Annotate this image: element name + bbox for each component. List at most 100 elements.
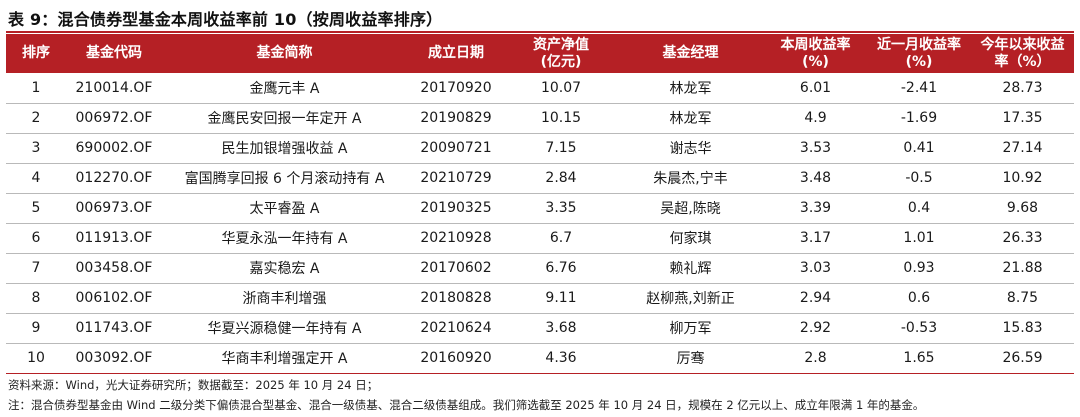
header-label-line: 今年以来收益: [980, 36, 1065, 53]
cell-fund-name: 太平睿盈 A: [162, 193, 407, 224]
cell-monthly-return: 0.93: [867, 253, 971, 284]
table-row: 10 003092.OF 华商丰利增强定开 A 20160920 4.36 厉骞 2.8 1.…: [6, 343, 1074, 373]
header-label-line: 近一月收益率: [877, 36, 961, 53]
cell-weekly-return: 3.53: [764, 133, 867, 164]
cell-ytd-return: 17.35: [971, 103, 1074, 134]
cell-ytd-return: 9.68: [971, 193, 1074, 224]
table-row: 9 011743.OF 华夏兴源稳健一年持有 A 20210624 3.68 柳万军 2.9…: [6, 313, 1074, 344]
cell-fund-name: 华商丰利增强定开 A: [221, 351, 348, 368]
cell-fund-name: 金鹰元丰 A: [162, 73, 407, 104]
cell-monthly-return: 1.65: [903, 350, 935, 367]
cell-inception-date: 20190325: [407, 193, 505, 224]
cell-ytd-return: 15.83: [971, 313, 1074, 344]
cell-net-assets: 3.68: [505, 313, 617, 344]
cell-rank: 8: [6, 283, 66, 314]
cell-monthly-return: -1.69: [867, 103, 971, 134]
header-label-line: 排序: [22, 45, 50, 61]
cell-inception-date: 20210928: [407, 223, 505, 254]
cell-ytd-return: 28.73: [971, 73, 1074, 104]
cell-monthly-return: -0.5: [867, 163, 971, 194]
cell-fund-manager: 厉骞: [676, 351, 705, 368]
header-fund-manager: 基金经理: [617, 34, 764, 73]
cell-net-assets: 6.76: [505, 253, 617, 284]
header-label-line: 率（%）: [994, 53, 1051, 70]
cell-weekly-return: 6.01: [764, 73, 867, 104]
cell-monthly-return: 0.6: [867, 283, 971, 314]
cell-inception-date: 20180828: [407, 283, 505, 314]
header-ytd-return: 今年以来收益 率（%）: [971, 34, 1074, 73]
cell-fund-manager: 朱晨杰,宁丰: [617, 163, 764, 194]
cell-rank: 4: [6, 163, 66, 194]
cell-inception-date: 20090721: [407, 133, 505, 164]
cell-net-assets: 10.15: [505, 103, 617, 134]
header-net-assets: 资产净值 (亿元): [505, 34, 617, 73]
cell-rank: 3: [6, 133, 66, 164]
cell-ytd-return: 26.33: [971, 223, 1074, 254]
cell-net-assets: 7.15: [505, 133, 617, 164]
cell-fund-name: 华夏兴源稳健一年持有 A: [162, 313, 407, 344]
header-label-line: 基金代码: [86, 45, 142, 61]
cell-fund-name: 民生加银增强收益 A: [162, 133, 407, 164]
cell-net-assets: 9.11: [505, 283, 617, 314]
table-row: 8 006102.OF 浙商丰利增强 20180828 9.11 赵柳燕,刘新正 2.94 0…: [6, 283, 1074, 314]
cell-monthly-return: -0.53: [867, 313, 971, 344]
cell-rank: 7: [6, 253, 66, 284]
fund-ranking-table: 排序 基金代码 基金简称 成立日期 资产净值 (亿元) 基金经理 本周收益率 (%)…: [6, 34, 1074, 373]
cell-fund-name: 富国腾享回报 6 个月滚动持有 A: [162, 163, 407, 194]
header-label-line: (%): [905, 53, 933, 70]
cell-rank: 10: [27, 350, 45, 367]
cell-fund-manager: 赵柳燕,刘新正: [617, 283, 764, 314]
table-row: 7 003458.OF 嘉实稳宏 A 20170602 6.76 赖礼辉 3.03 0.93 2…: [6, 253, 1074, 284]
cell-fund-code: 006973.OF: [66, 193, 162, 224]
cell-weekly-return: 2.94: [764, 283, 867, 314]
cell-ytd-return: 27.14: [971, 133, 1074, 164]
cell-ytd-return: 26.59: [1002, 350, 1043, 367]
cell-net-assets: 2.84: [505, 163, 617, 194]
cell-fund-code: 006102.OF: [66, 283, 162, 314]
table-top-rule: [6, 31, 1074, 33]
cell-fund-code: 690002.OF: [66, 133, 162, 164]
cell-inception-date: 20170602: [407, 253, 505, 284]
cell-fund-code: 003458.OF: [66, 253, 162, 284]
cell-fund-manager: 林龙军: [617, 103, 764, 134]
cell-monthly-return: 0.4: [867, 193, 971, 224]
header-label-line: 成立日期: [428, 45, 484, 61]
cell-fund-name: 浙商丰利增强: [162, 283, 407, 314]
header-weekly-return: 本周收益率 (%): [764, 34, 867, 73]
cell-fund-code: 011913.OF: [66, 223, 162, 254]
table-row: 1 210014.OF 金鹰元丰 A 20170920 10.07 林龙军 6.01 -2.4…: [6, 73, 1074, 104]
footnote: 注：混合债券型基金由 Wind 二级分类下偏债混合型基金、混合一级债基、混合二级…: [8, 398, 925, 412]
header-label-line: 本周收益率: [780, 36, 851, 53]
cell-fund-name: 嘉实稳宏 A: [162, 253, 407, 284]
cell-weekly-return: 4.9: [764, 103, 867, 134]
cell-ytd-return: 21.88: [971, 253, 1074, 284]
cell-inception-date: 20210624: [407, 313, 505, 344]
cell-net-assets: 6.7: [505, 223, 617, 254]
cell-fund-name: 金鹰民安回报一年定开 A: [162, 103, 407, 134]
cell-weekly-return: 3.17: [764, 223, 867, 254]
header-inception-date: 成立日期: [407, 34, 505, 73]
header-fund-code: 基金代码: [66, 34, 162, 73]
cell-inception-date: 20170920: [407, 73, 505, 104]
cell-rank: 2: [6, 103, 66, 134]
cell-rank: 6: [6, 223, 66, 254]
cell-fund-code: 012270.OF: [66, 163, 162, 194]
cell-net-assets: 10.07: [505, 73, 617, 104]
table-row: 3 690002.OF 民生加银增强收益 A 20090721 7.15 谢志华 3.53 0…: [6, 133, 1074, 164]
cell-weekly-return: 3.39: [764, 193, 867, 224]
cell-weekly-return: 2.92: [764, 313, 867, 344]
cell-ytd-return: 10.92: [971, 163, 1074, 194]
cell-monthly-return: -2.41: [867, 73, 971, 104]
cell-fund-name: 华夏永泓一年持有 A: [162, 223, 407, 254]
table-row: 2 006972.OF 金鹰民安回报一年定开 A 20190829 10.15 林龙军 4.…: [6, 103, 1074, 134]
table-row: 4 012270.OF 富国腾享回报 6 个月滚动持有 A 20210729 2.84 朱…: [6, 163, 1074, 194]
header-monthly-return: 近一月收益率 (%): [867, 34, 971, 73]
source-note: 资料来源：Wind，光大证券研究所；数据截至：2025 年 10 月 24 日；: [8, 378, 379, 392]
cell-weekly-return: 2.8: [804, 350, 827, 367]
table-title: 表 9：混合债券型基金本周收益率前 10（按周收益率排序）: [8, 10, 443, 29]
cell-net-assets: 3.35: [505, 193, 617, 224]
cell-fund-manager: 谢志华: [617, 133, 764, 164]
cell-monthly-return: 1.01: [867, 223, 971, 254]
header-label-line: 资产净值: [533, 36, 589, 53]
